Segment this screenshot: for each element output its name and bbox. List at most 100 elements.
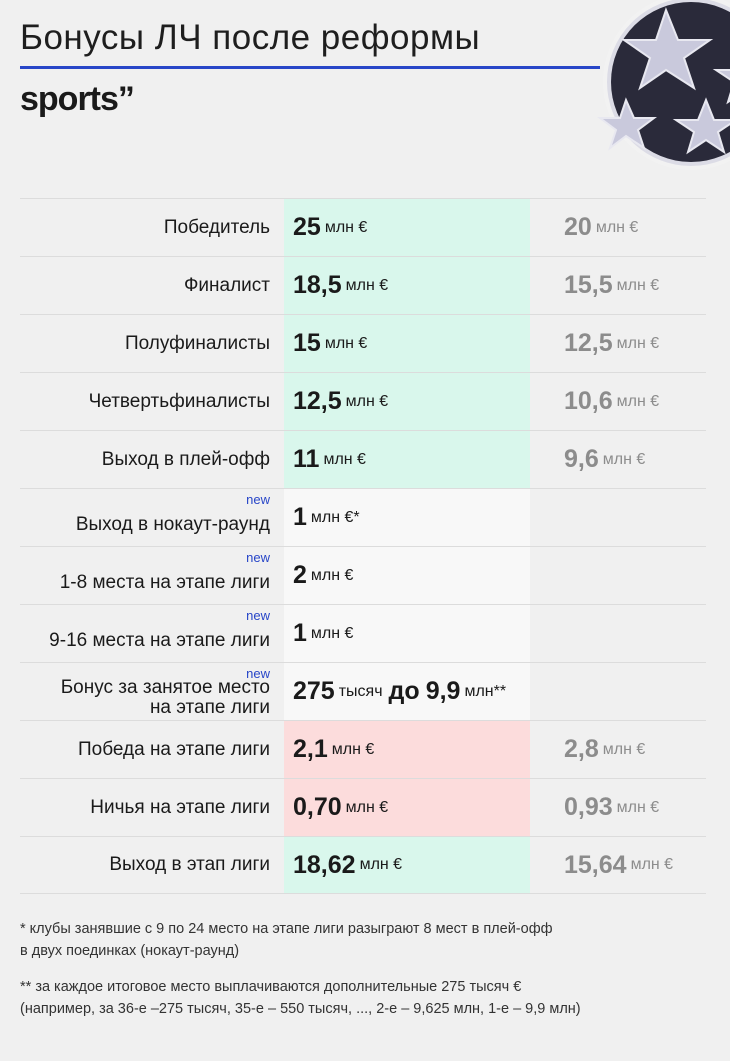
old-value-cell: 2,8 млн € (530, 721, 706, 778)
old-value-cell: 9,6 млн € (530, 431, 706, 488)
new-unit: млн € (324, 334, 368, 352)
new-value-cell: 0,70 млн € (284, 779, 530, 836)
row-label: new 1-8 места на этапе лиги (59, 550, 270, 593)
new-tag: new (246, 550, 270, 565)
old-value-cell: 0,93 млн € (530, 779, 706, 836)
row-label: Победа на этапе лиги (77, 738, 270, 760)
new-value-cell: 11 млн € (284, 431, 530, 488)
brand-logo: sports” (20, 80, 135, 118)
old-value: 15,5 (564, 271, 613, 299)
old-unit: млн € (616, 798, 660, 816)
bonus-table: Победитель 25 млн € 20 млн € Финалист 18… (20, 198, 706, 894)
range-word: до (388, 677, 420, 705)
old-value: 15,64 (564, 850, 627, 879)
table-row: new 1-8 места на этапе лиги 2 млн € (20, 546, 706, 604)
old-value-cell: 12,5 млн € (530, 315, 706, 372)
new-unit: млн € (324, 218, 368, 236)
old-value-cell (530, 547, 706, 604)
table-row: new 9-16 места на этапе лиги 1 млн € (20, 604, 706, 662)
new-value-cell: 2,1 млн € (284, 721, 530, 778)
old-unit: млн € (595, 218, 639, 236)
new-unit: млн € (359, 856, 403, 873)
row-label: Ничья на этапе лиги (90, 796, 270, 818)
old-unit: млн € (602, 740, 646, 758)
old-value: 9,6 (564, 445, 599, 473)
table-row: Победа на этапе лиги 2,1 млн € 2,8 млн € (20, 720, 706, 778)
new-value: 11 (293, 445, 320, 473)
old-value-cell (530, 605, 706, 662)
new-value: 18,62 (293, 850, 356, 879)
new-value-cell: 1 млн €* (284, 489, 530, 546)
table-row: new Бонус за занятое место на этапе лиги… (20, 662, 706, 720)
new-value-cell: 18,62 млн € (284, 837, 530, 893)
old-unit: млн € (616, 392, 660, 410)
old-value-cell (530, 489, 706, 546)
new-unit-2: млн** (464, 682, 507, 700)
new-value: 25 (293, 213, 321, 241)
new-unit: млн € (310, 624, 354, 642)
new-value-cell: 15 млн € (284, 315, 530, 372)
new-value: 18,5 (293, 271, 342, 299)
old-unit: млн € (602, 450, 646, 468)
new-value-cell: 18,5 млн € (284, 257, 530, 314)
old-value: 10,6 (564, 387, 613, 415)
champions-league-ball-icon (596, 0, 730, 170)
new-value-2: 9,9 (425, 677, 461, 705)
new-unit: тысяч (338, 682, 383, 700)
new-unit: млн € (345, 276, 389, 294)
old-value-cell: 10,6 млн € (530, 373, 706, 430)
table-row: Четвертьфиналисты 12,5 млн € 10,6 млн € (20, 372, 706, 430)
row-label: Выход в этап лиги (109, 854, 270, 875)
row-label: new 9-16 места на этапе лиги (49, 608, 270, 651)
table-row: Полуфиналисты 15 млн € 12,5 млн € (20, 314, 706, 372)
new-tag: new (246, 608, 270, 623)
new-unit: млн € (323, 450, 366, 468)
new-unit: млн € (331, 740, 375, 758)
old-unit: млн € (616, 334, 660, 352)
new-tag: new (246, 492, 270, 507)
new-value-cell: 1 млн € (284, 605, 530, 662)
new-value: 1 (293, 503, 307, 531)
new-value: 275 (293, 677, 335, 705)
row-label: new Выход в нокаут-раунд (75, 492, 270, 535)
new-value-cell: 275 тысяч до 9,9 млн** (284, 663, 530, 720)
old-value-cell: 15,5 млн € (530, 257, 706, 314)
table-row: Победитель 25 млн € 20 млн € (20, 198, 706, 256)
old-value: 12,5 (564, 329, 613, 357)
row-label: Выход в плей-офф (101, 448, 270, 470)
new-value: 12,5 (293, 387, 342, 415)
old-unit: млн € (616, 276, 660, 294)
new-value: 2 (293, 561, 307, 589)
table-row: Выход в плей-офф 11 млн € 9,6 млн € (20, 430, 706, 488)
old-value-cell: 15,64 млн € (530, 837, 706, 893)
title-underline (20, 66, 600, 69)
new-value-cell: 12,5 млн € (284, 373, 530, 430)
new-value: 15 (293, 329, 321, 357)
new-value-cell: 2 млн € (284, 547, 530, 604)
table-row: Ничья на этапе лиги 0,70 млн € 0,93 млн … (20, 778, 706, 836)
footnotes: * клубы занявшие с 9 по 24 место на этап… (20, 918, 710, 1034)
row-label: Финалист (183, 274, 270, 296)
table-row: Выход в этап лиги 18,62 млн € 15,64 млн … (20, 836, 706, 894)
new-unit: млн € (310, 566, 354, 584)
footnote-1: * клубы занявшие с 9 по 24 место на этап… (20, 921, 553, 959)
old-value: 20 (564, 213, 592, 241)
new-unit: млн € (345, 392, 389, 410)
old-unit: млн € (630, 856, 674, 873)
old-value: 0,93 (564, 793, 613, 821)
new-unit: млн € (345, 798, 389, 816)
new-value: 1 (293, 619, 307, 647)
new-value-cell: 25 млн € (284, 199, 530, 256)
row-label: Победитель (163, 216, 270, 238)
footnote-2: ** за каждое итоговое место выплачиваютс… (20, 979, 581, 1017)
old-value: 2,8 (564, 735, 599, 763)
new-tag: new (246, 666, 270, 681)
new-unit: млн €* (310, 508, 360, 526)
table-row: Финалист 18,5 млн € 15,5 млн € (20, 256, 706, 314)
old-value-cell: 20 млн € (530, 199, 706, 256)
new-value: 0,70 (293, 793, 342, 821)
row-label: Четвертьфиналисты (88, 390, 270, 412)
row-label: Полуфиналисты (124, 332, 270, 354)
page-title: Бонусы ЛЧ после реформы (20, 18, 481, 57)
